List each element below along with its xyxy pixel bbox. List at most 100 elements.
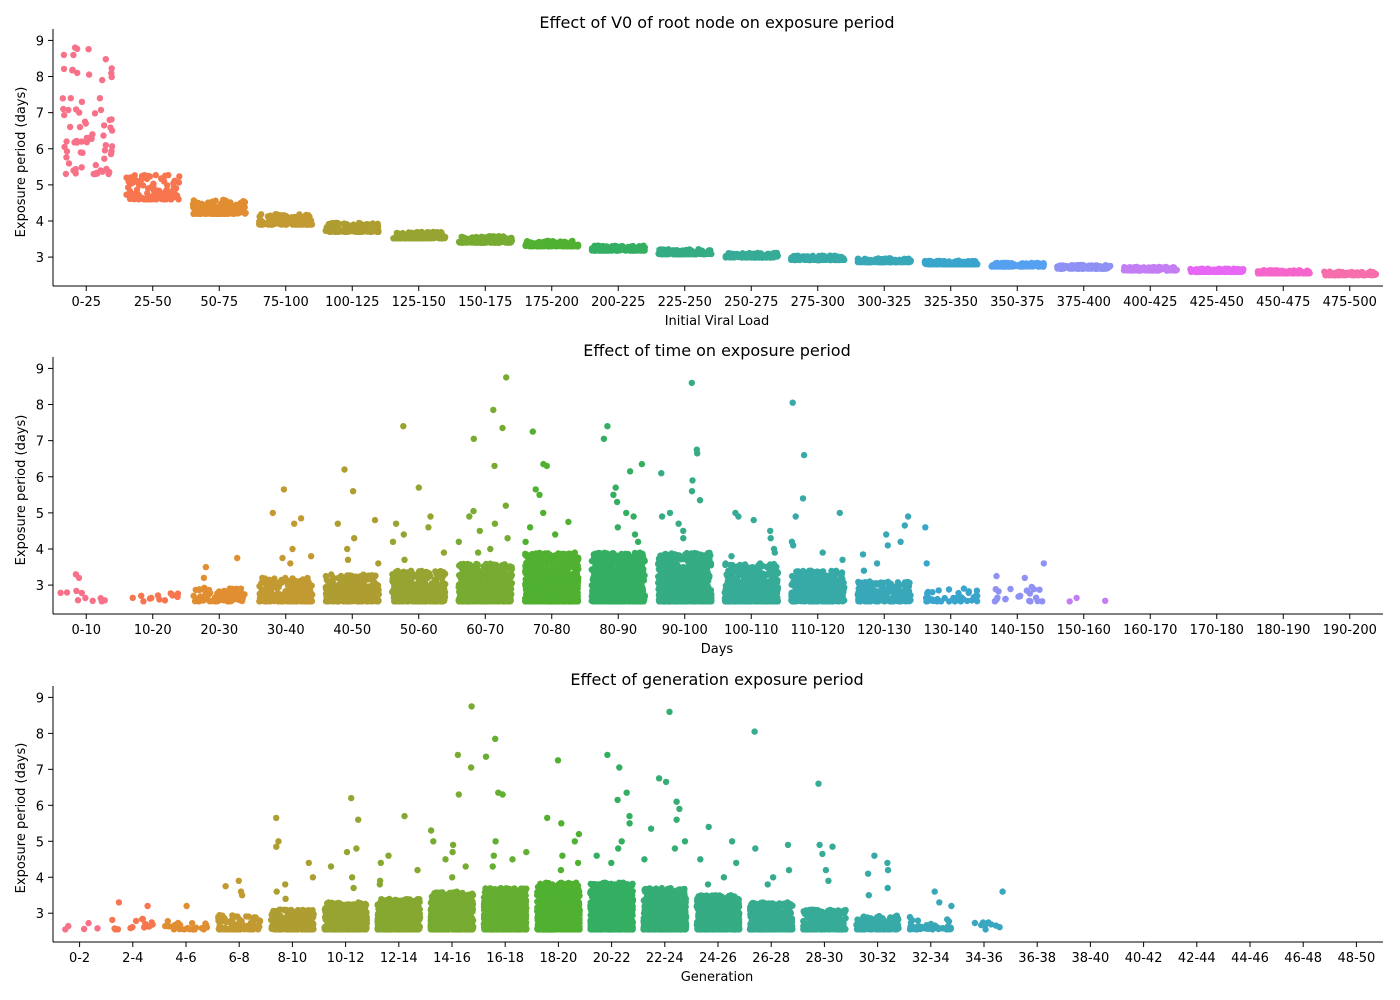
- data-point: [272, 211, 279, 218]
- data-point: [338, 595, 345, 602]
- data-point: [469, 567, 476, 574]
- data-point: [389, 571, 396, 578]
- data-point: [231, 203, 238, 210]
- data-point: [1192, 268, 1200, 276]
- data-point: [398, 234, 405, 242]
- data-point-outlier: [76, 109, 83, 116]
- data-point: [242, 209, 249, 217]
- data-point: [230, 210, 237, 217]
- data-point: [941, 260, 949, 268]
- data-point-outlier: [344, 556, 352, 563]
- data-point: [135, 196, 142, 203]
- panel-initial-viral-load: Effect of V0 of root node on exposure pe…: [14, 13, 1383, 329]
- data-point: [403, 577, 410, 584]
- data-point-outlier: [400, 531, 407, 538]
- data-point: [569, 240, 577, 247]
- x-tick-label: 0-25: [71, 295, 101, 310]
- data-point: [757, 250, 764, 257]
- data-point: [480, 586, 487, 593]
- data-point: [326, 223, 333, 230]
- data-point: [158, 195, 165, 202]
- x-tick-label: 275-300: [791, 295, 845, 310]
- data-point: [1203, 268, 1210, 275]
- data-point: [353, 576, 360, 583]
- data-point: [82, 594, 89, 602]
- x-tick-label: 225-250: [658, 295, 712, 310]
- data-point-outlier: [106, 116, 113, 124]
- x-tick-label: 125-150: [392, 295, 446, 310]
- data-point: [1209, 268, 1217, 276]
- data-point: [680, 251, 687, 258]
- data-point-outlier: [291, 520, 298, 527]
- data-point: [218, 200, 225, 207]
- data-point: [203, 207, 210, 214]
- data-point: [722, 252, 729, 260]
- data-point: [323, 592, 331, 599]
- data-point: [487, 560, 494, 567]
- data-point: [802, 256, 810, 263]
- data-point: [63, 154, 70, 161]
- data-point: [241, 591, 248, 598]
- data-point: [501, 568, 508, 576]
- x-tick-label: 200-225: [591, 295, 645, 310]
- data-point: [280, 577, 287, 584]
- data-point: [140, 598, 147, 605]
- data-point: [506, 589, 513, 597]
- data-point: [357, 228, 365, 235]
- data-point: [293, 595, 301, 603]
- y-tick-label: 5: [36, 179, 44, 194]
- data-point: [335, 574, 342, 582]
- data-point: [129, 195, 136, 202]
- data-point: [373, 589, 380, 596]
- data-point: [933, 257, 941, 265]
- data-point: [196, 203, 203, 210]
- data-point: [366, 594, 373, 602]
- data-point-outlier: [425, 524, 432, 531]
- data-point: [298, 579, 305, 587]
- scatter-points: [57, 374, 1109, 605]
- data-point: [267, 592, 274, 599]
- data-point-outlier: [82, 120, 90, 127]
- data-point: [461, 570, 468, 577]
- data-point: [988, 263, 995, 270]
- data-point-outlier: [74, 69, 81, 77]
- data-point: [351, 222, 358, 229]
- data-point: [326, 581, 333, 589]
- data-point: [417, 574, 424, 581]
- x-tick-label: 50-75: [200, 295, 238, 310]
- data-point: [266, 583, 273, 590]
- data-point-outlier: [455, 538, 462, 545]
- data-point: [267, 221, 275, 228]
- data-point: [101, 155, 108, 162]
- data-point: [484, 594, 491, 601]
- data-point-outlier: [503, 374, 510, 381]
- data-point: [60, 65, 68, 73]
- data-point: [430, 592, 437, 599]
- data-point: [698, 247, 705, 254]
- data-point-outlier: [297, 515, 305, 522]
- data-point: [358, 221, 365, 228]
- data-point-outlier: [75, 574, 83, 582]
- data-point: [429, 230, 437, 238]
- data-point: [537, 241, 545, 248]
- data-point: [522, 242, 529, 249]
- data-point-outlier: [490, 406, 497, 414]
- data-point: [138, 592, 145, 599]
- data-point: [1076, 265, 1083, 272]
- data-point-outlier: [289, 545, 296, 553]
- data-point: [1087, 265, 1094, 272]
- data-point: [346, 228, 353, 235]
- data-point: [1059, 264, 1067, 271]
- data-point-outlier: [279, 554, 286, 562]
- data-point: [161, 597, 169, 604]
- y-axis-label: Exposure period (days): [14, 87, 29, 238]
- x-tick-label: 325-350: [924, 295, 978, 310]
- data-point-outlier: [389, 538, 397, 545]
- data-point: [256, 213, 263, 220]
- data-point: [921, 260, 929, 267]
- data-point: [405, 232, 412, 239]
- data-point: [152, 171, 159, 179]
- data-point-outlier: [71, 44, 79, 51]
- data-point: [425, 570, 433, 577]
